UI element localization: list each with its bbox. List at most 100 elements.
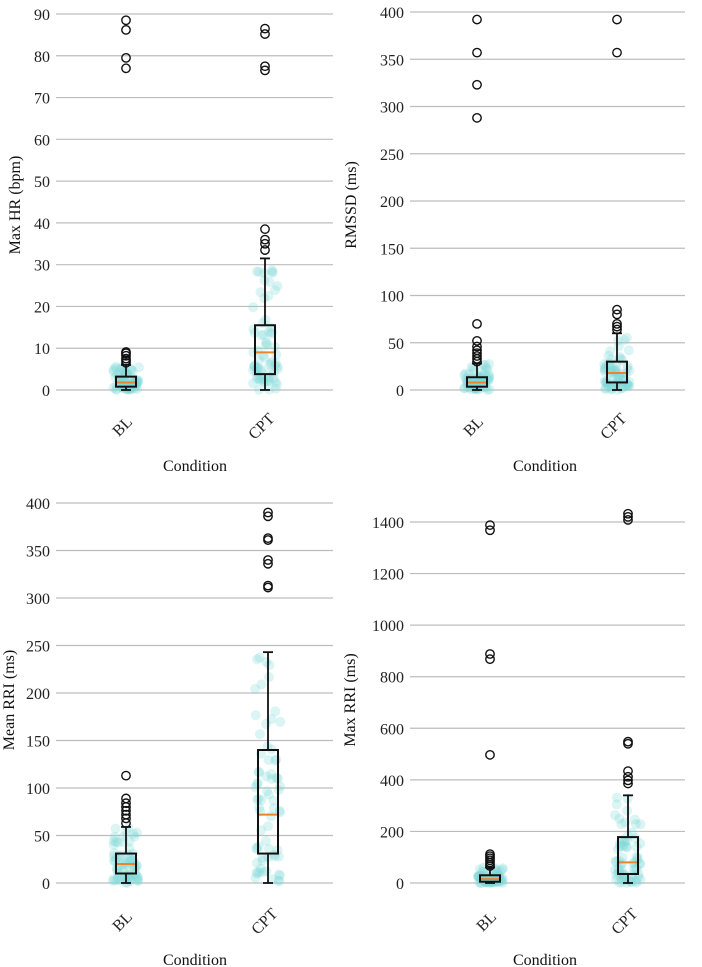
jitter-point xyxy=(250,872,261,883)
y-tick-label: 400 xyxy=(26,496,50,513)
jitter-point xyxy=(613,335,624,346)
outlier-point xyxy=(121,805,131,816)
jitter-point xyxy=(254,266,265,277)
outlier-point xyxy=(121,52,131,63)
outlier-point xyxy=(485,649,495,659)
outlier-point xyxy=(263,511,273,522)
jitter-point xyxy=(121,368,132,379)
ticks-rmssd: 0 50 100 150 200 250 300 350 400 BL CPT xyxy=(380,5,630,443)
jitter-point xyxy=(271,379,282,390)
jitter-point xyxy=(272,281,283,292)
outlier-point xyxy=(472,345,482,356)
jitter-point xyxy=(112,872,123,883)
boxes-max-hr xyxy=(115,15,276,391)
jitter-point xyxy=(126,364,137,375)
y-tick-label: 0 xyxy=(42,876,50,893)
jitter-point xyxy=(275,716,286,727)
jitter-point xyxy=(260,836,271,847)
jitter-point xyxy=(619,837,630,848)
jitter-point xyxy=(264,660,275,671)
jitter-point xyxy=(600,377,611,388)
grid-rmssd xyxy=(410,11,685,391)
x-tick-label: BL xyxy=(110,414,136,440)
jitter-point xyxy=(251,842,262,853)
jitter-point xyxy=(619,874,630,885)
y-tick-label: 1400 xyxy=(372,515,404,532)
jitter-point xyxy=(108,875,119,886)
jitter-point xyxy=(262,821,273,832)
jitter-point xyxy=(619,836,630,847)
x-axis-title: Condition xyxy=(163,458,227,475)
jitter-point xyxy=(125,854,136,865)
jitter-point xyxy=(255,375,266,386)
box-iqr xyxy=(257,749,279,855)
outlier-point xyxy=(121,347,131,357)
jitter-point xyxy=(480,359,491,370)
jitter-point xyxy=(614,877,625,888)
jitter-point xyxy=(254,802,265,813)
outlier-point xyxy=(260,224,270,235)
outlier-point xyxy=(121,798,131,809)
box-iqr xyxy=(466,376,488,388)
y-tick-label: 50 xyxy=(34,829,50,846)
panel-rmssd: 0 50 100 150 200 250 300 350 400 BL CPT RMSSD (ms)… xyxy=(343,5,685,475)
box-iqr xyxy=(617,836,639,875)
jitter-point xyxy=(250,683,261,694)
box-iqr xyxy=(254,324,276,376)
jitter-point xyxy=(631,877,642,888)
outlier-point xyxy=(121,353,131,364)
y-tick-label: 0 xyxy=(42,383,50,400)
jitter-point xyxy=(115,853,126,864)
jitter-point xyxy=(611,799,622,810)
jitter-point xyxy=(256,679,267,690)
jitter-point xyxy=(631,842,642,853)
grid-max-rri xyxy=(410,521,685,884)
jitter-point xyxy=(616,873,627,884)
outlier-point xyxy=(612,309,622,320)
ticks-max-hr: 0 10 20 30 40 50 60 70 80 90 BL CPT xyxy=(34,7,278,443)
jitter-point xyxy=(118,857,129,868)
jitter-point xyxy=(251,867,262,878)
y-axis-title: Max HR (bpm) xyxy=(7,156,24,255)
jitter-point xyxy=(132,376,143,387)
jitter-point xyxy=(273,875,284,886)
jitter-point xyxy=(266,714,277,725)
jitter-point xyxy=(266,265,277,276)
jitter-point xyxy=(268,373,279,384)
y-tick-label: 200 xyxy=(380,824,404,841)
jitter-point xyxy=(133,872,144,883)
jitter-point xyxy=(269,849,280,860)
jitter-point xyxy=(475,877,486,888)
jitter-point xyxy=(634,858,645,869)
outlier-point xyxy=(472,351,482,361)
jitter-point xyxy=(258,377,269,388)
y-tick-label: 80 xyxy=(34,49,50,66)
outlier-point xyxy=(263,555,273,565)
jitter-point xyxy=(132,875,143,886)
jitter-point xyxy=(610,366,621,377)
jitter-point xyxy=(255,287,266,298)
y-tick-label: 1000 xyxy=(372,618,404,635)
jitter-point xyxy=(108,364,119,375)
outlier-point xyxy=(485,520,495,530)
jitter-point xyxy=(267,267,278,278)
jitter-point xyxy=(133,362,144,373)
grid-mean-rri xyxy=(56,502,333,884)
y-tick-label: 350 xyxy=(26,544,50,561)
jitter-point xyxy=(614,838,625,849)
y-tick-label: 50 xyxy=(388,336,404,353)
y-tick-label: 30 xyxy=(34,258,50,275)
box-iqr xyxy=(115,852,137,875)
y-tick-label: 150 xyxy=(26,734,50,751)
y-tick-label: 0 xyxy=(396,383,404,400)
jitter-point xyxy=(260,337,271,348)
jitter-point xyxy=(635,819,646,830)
x-axis-title: Condition xyxy=(513,952,577,967)
jitter-point xyxy=(497,864,508,875)
jitter-point xyxy=(110,875,121,886)
outlier-point xyxy=(472,14,482,25)
jitter-point xyxy=(477,365,488,376)
jitter-point xyxy=(616,383,627,394)
jitter-point xyxy=(274,876,285,887)
outlier-point xyxy=(612,318,622,329)
